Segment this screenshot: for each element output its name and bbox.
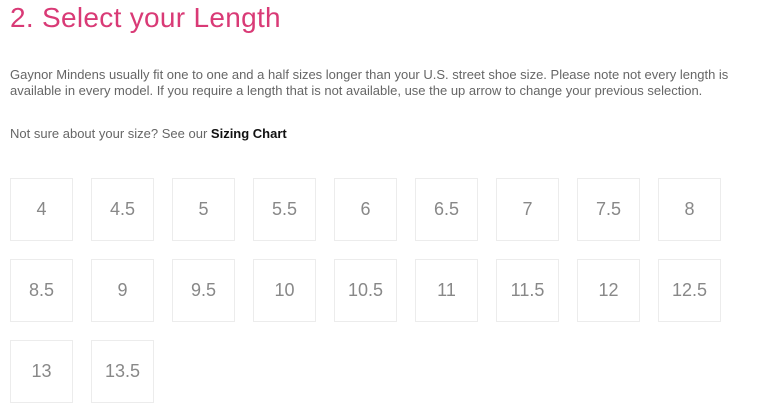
size-option-6[interactable]: 6 [334, 178, 397, 241]
size-option-12[interactable]: 12 [577, 259, 640, 322]
size-option-5-5[interactable]: 5.5 [253, 178, 316, 241]
size-grid: 4 4.5 5 5.5 6 6.5 7 7.5 8 8.5 9 9.5 10 10.5 11 11.5 12 12… [10, 178, 781, 403]
size-option-5[interactable]: 5 [172, 178, 235, 241]
sizing-prompt: Not sure about your size? See our Sizing… [10, 126, 287, 142]
size-option-8-5[interactable]: 8.5 [10, 259, 73, 322]
size-option-9[interactable]: 9 [91, 259, 154, 322]
size-option-4-5[interactable]: 4.5 [91, 178, 154, 241]
sizing-chart-link[interactable]: Sizing Chart [210, 126, 287, 141]
size-option-9-5[interactable]: 9.5 [172, 259, 235, 322]
size-option-11-5[interactable]: 11.5 [496, 259, 559, 322]
length-description: Gaynor Mindens usually fit one to one an… [10, 67, 729, 98]
size-option-10-5[interactable]: 10.5 [334, 259, 397, 322]
size-option-8[interactable]: 8 [658, 178, 721, 241]
size-option-11[interactable]: 11 [415, 259, 478, 322]
size-option-4[interactable]: 4 [10, 178, 73, 241]
size-option-7-5[interactable]: 7.5 [577, 178, 640, 241]
size-option-10[interactable]: 10 [253, 259, 316, 322]
page-title: 2. Select your Length [10, 2, 281, 33]
size-option-12-5[interactable]: 12.5 [658, 259, 721, 322]
sizing-prompt-text: Not sure about your size? See our [10, 126, 208, 141]
size-option-13-5[interactable]: 13.5 [91, 340, 154, 403]
size-option-13[interactable]: 13 [10, 340, 73, 403]
size-option-6-5[interactable]: 6.5 [415, 178, 478, 241]
size-option-7[interactable]: 7 [496, 178, 559, 241]
